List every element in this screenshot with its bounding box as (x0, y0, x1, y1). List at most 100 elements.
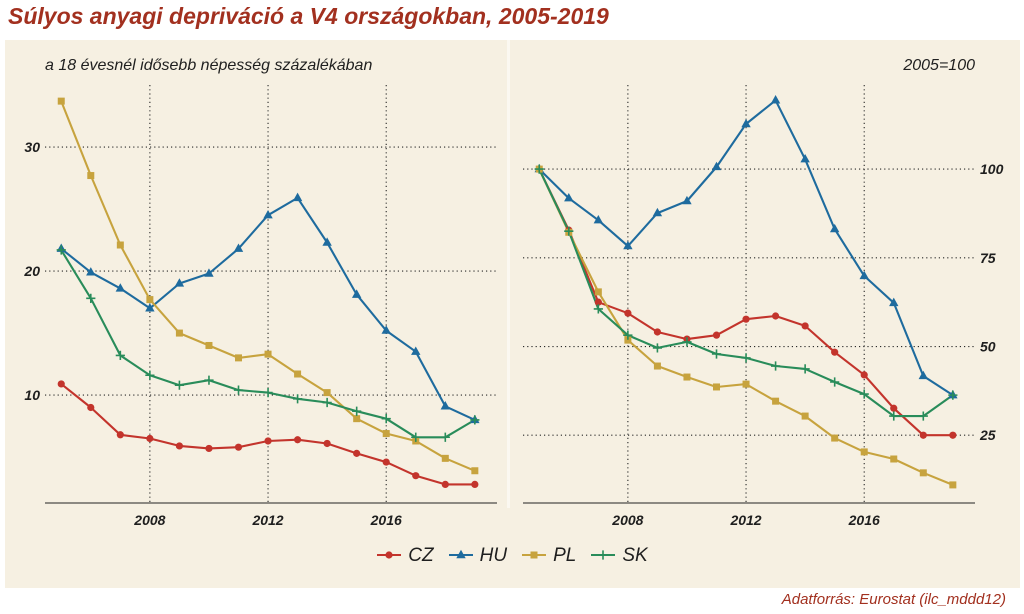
data-point-hu (440, 401, 451, 410)
data-point-sk (711, 349, 722, 359)
data-point-pl (294, 370, 302, 378)
data-point-sk (652, 343, 663, 353)
data-point-sk (741, 353, 751, 363)
legend-triangle-icon (455, 549, 466, 559)
data-point-pl (471, 467, 479, 475)
data-point-hu (652, 207, 663, 217)
data-point-pl (772, 397, 780, 405)
y-tick-label: 10 (24, 387, 40, 403)
data-point-hu (593, 214, 604, 224)
data-point-sk (593, 304, 603, 314)
data-point-sk (800, 364, 810, 374)
y-tick-label: 75 (980, 250, 996, 266)
data-point-hu (918, 370, 929, 380)
x-tick-label: 2016 (370, 512, 402, 528)
data-point-pl (831, 434, 839, 442)
data-point-hu (145, 303, 155, 312)
data-point-pl (175, 329, 183, 337)
data-point-sk (56, 245, 66, 255)
data-point-cz (116, 431, 124, 439)
data-point-hu (292, 192, 303, 202)
legend-plus-icon (598, 550, 608, 560)
data-point-cz (653, 328, 662, 336)
data-point-sk (115, 350, 125, 360)
data-point-hu (174, 278, 185, 287)
x-tick-label: 2012 (729, 512, 761, 528)
data-point-sk (145, 370, 155, 380)
data-point-sk (830, 377, 840, 387)
data-point-cz (919, 431, 927, 439)
data-point-sk (292, 394, 303, 404)
data-point-hu (322, 237, 332, 246)
data-point-pl (713, 383, 721, 391)
legend-item-sk: SK (590, 544, 648, 566)
data-point-hu (829, 223, 840, 233)
data-point-pl (949, 481, 957, 489)
data-point-sk (86, 293, 96, 303)
data-point-hu (682, 195, 692, 205)
data-point-hu (770, 95, 781, 104)
y-tick-label: 20 (23, 263, 40, 279)
y-tick-label: 50 (980, 339, 996, 355)
legend-key-hu (448, 549, 473, 559)
data-point-sk (411, 432, 421, 442)
data-point-hu (564, 192, 574, 202)
data-point-sk (263, 388, 273, 398)
legend-key-pl (522, 551, 547, 559)
data-point-pl (382, 430, 390, 438)
y-tick-label: 25 (979, 427, 996, 443)
data-point-cz (624, 309, 632, 317)
legend-label-sk: SK (622, 544, 648, 566)
data-point-cz (264, 437, 272, 445)
data-point-cz (293, 436, 302, 444)
legend-label-pl: PL (553, 544, 577, 566)
right-panel: 25 50 75 100 2008 2012 2016 (523, 85, 1004, 528)
data-point-cz (146, 434, 154, 443)
y-tick-label: 30 (24, 139, 40, 155)
data-point-sk (174, 380, 185, 390)
data-point-hu (351, 289, 362, 298)
data-point-pl (594, 288, 602, 296)
data-point-pl (57, 97, 65, 105)
data-point-hu (859, 270, 869, 280)
data-point-hu (889, 297, 899, 307)
legend-label-hu: HU (479, 544, 508, 566)
source-note: Adatforrás: Eurostat (ilc_mddd12) (781, 591, 1006, 608)
data-point-sk (623, 330, 633, 340)
data-point-cz (87, 403, 95, 412)
data-point-pl (264, 350, 272, 358)
data-point-pl (624, 336, 632, 344)
data-point-cz (382, 458, 390, 466)
data-point-sk (859, 389, 869, 399)
x-tick-label: 2008 (611, 512, 643, 528)
data-point-hu (233, 243, 244, 252)
panel-background (5, 40, 1020, 588)
data-point-pl (890, 455, 898, 463)
data-point-hu (711, 161, 722, 171)
data-point-hu (623, 240, 633, 250)
data-point-hu (411, 346, 421, 355)
legend-item-cz: CZ (376, 544, 434, 566)
data-point-pl (441, 454, 449, 462)
data-point-cz (712, 331, 721, 339)
data-point-cz (471, 480, 479, 488)
data-point-cz (742, 315, 750, 323)
data-point-pl (919, 469, 927, 477)
data-point-sk (352, 406, 362, 416)
data-point-sk (204, 375, 214, 385)
x-tick-label: 2016 (848, 512, 880, 528)
data-point-hu (741, 118, 751, 128)
data-point-cz (831, 348, 839, 356)
left-panel-subtitle: a 18 évesnél idősebb népesség százalékáb… (45, 57, 373, 74)
data-point-cz (412, 472, 420, 480)
legend-item-pl: PL (521, 546, 576, 565)
data-point-sk (770, 361, 781, 371)
left-panel: 10 20 30 2008 2012 2016 (23, 85, 497, 528)
legend: CZ HU PL SK (0, 541, 1024, 569)
legend-label-cz: CZ (408, 544, 434, 566)
data-point-pl (683, 373, 691, 381)
chart-title: Súlyos anyagi depriváció a V4 országokba… (8, 3, 609, 29)
data-point-cz (441, 480, 449, 488)
